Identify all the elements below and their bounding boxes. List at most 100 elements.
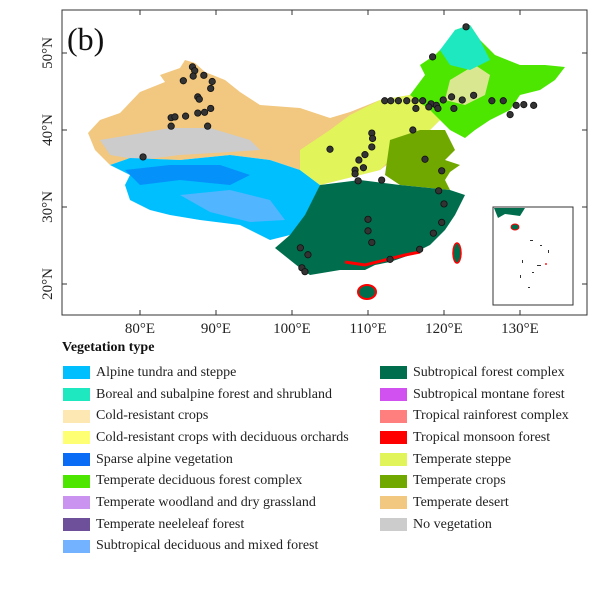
legend-swatch [380, 496, 407, 510]
site-point [421, 155, 429, 163]
legend-label: Tropical monsoon forest [413, 429, 551, 445]
legend-label: Temperate woodland and dry grassland [96, 494, 316, 510]
site-point [419, 97, 427, 105]
legend-item: Temperate crops [380, 470, 569, 492]
site-point [139, 153, 147, 161]
legend-item: Temperate deciduous forest complex [63, 470, 349, 492]
x-tick-label: 100°E [273, 321, 311, 337]
legend-item: Temperate steppe [380, 449, 569, 471]
y-axis: 50°N 40°N 30°N 20°N [40, 37, 587, 300]
legend-swatch [63, 453, 90, 467]
region-subtropical-deciduous [180, 190, 285, 222]
legend-label: Temperate deciduous forest complex [96, 473, 303, 489]
legend-item: Sparse alpine vegetation [63, 449, 349, 471]
hainan-island [357, 284, 377, 300]
inset-hainan [510, 223, 520, 231]
x-tick-label: 80°E [125, 321, 155, 337]
legend-item: Cold-resistant crops with deciduous orch… [63, 427, 349, 449]
region-boreal-forest [440, 25, 490, 70]
site-point [439, 96, 447, 104]
site-point [368, 238, 376, 247]
legend-label: Temperate crops [413, 473, 506, 489]
legend-item: Boreal and subalpine forest and shrublan… [63, 384, 349, 406]
site-point [201, 108, 209, 116]
inset-frame [492, 206, 574, 306]
legend-label: Temperate neeleleaf forest [96, 516, 245, 532]
x-axis: 80°E 90°E 100°E 110°E 120°E 130°E [125, 10, 539, 337]
site-point [182, 112, 190, 120]
legend-swatch [63, 496, 90, 510]
site-point [381, 97, 389, 105]
site-point [179, 77, 187, 85]
legend-label: Temperate steppe [413, 451, 512, 467]
vegetation-map: (b) 80°E 90°E 100°E 110°E 120°E 130°E 50°N 40°… [40, 9, 588, 337]
legend-swatch [380, 474, 407, 488]
legend-label: Alpine tundra and steppe [96, 364, 237, 380]
site-point [189, 72, 197, 80]
china-vegetation-regions [88, 25, 565, 300]
site-point [296, 244, 304, 252]
legend-right-column: Subtropical forest complex Subtropical mo… [380, 362, 569, 536]
site-point [403, 97, 411, 105]
site-point [429, 229, 437, 237]
site-point [368, 143, 376, 151]
site-point [428, 53, 437, 61]
x-tick-label: 130°E [501, 321, 539, 337]
legend-label: Subtropical forest complex [413, 364, 565, 380]
site-point [301, 268, 309, 276]
legend-item: Alpine tundra and steppe [63, 362, 349, 384]
x-tick-label: 90°E [201, 321, 231, 337]
south-china-sea-inset [492, 206, 574, 306]
site-point [378, 176, 386, 184]
legend-item: Temperate neeleleaf forest [63, 514, 349, 536]
site-point [434, 104, 442, 113]
site-point [171, 113, 179, 121]
region-cold-resistant-crops [445, 65, 490, 105]
region-no-vegetation [100, 128, 260, 160]
legend-label: No vegetation [413, 516, 492, 532]
legend-item: Subtropical montane forest [380, 384, 569, 406]
legend-swatch [380, 409, 407, 423]
inset-islands [520, 240, 549, 288]
site-point [355, 156, 363, 164]
site-point [394, 97, 402, 105]
legend-swatch [380, 431, 407, 445]
legend-item: Temperate desert [380, 492, 569, 514]
legend-label: Subtropical deciduous and mixed forest [96, 538, 319, 554]
legend-label: Tropical rainforest complex [413, 408, 569, 424]
region-tropical-monsoon [344, 250, 421, 267]
site-point [207, 84, 215, 93]
legend-label: Sparse alpine vegetation [96, 451, 233, 467]
y-tick-label: 20°N [40, 268, 56, 300]
site-point [530, 101, 538, 109]
legend-item: Temperate woodland and dry grassland [63, 492, 349, 514]
site-point [207, 104, 215, 113]
y-tick-label: 30°N [40, 191, 56, 223]
site-point [425, 103, 433, 111]
site-point [512, 101, 520, 109]
legend-item: Tropical rainforest complex [380, 405, 569, 427]
site-point [368, 134, 377, 143]
region-sparse-alpine [125, 165, 250, 185]
site-point [447, 93, 456, 101]
site-point [458, 96, 466, 104]
legend-swatch [63, 539, 90, 553]
site-point [416, 245, 424, 253]
site-point [204, 122, 212, 130]
site-point [438, 167, 446, 175]
site-points [139, 23, 538, 276]
legend-label: Temperate desert [413, 494, 509, 510]
legend-item: Subtropical forest complex [380, 362, 569, 384]
site-point [359, 164, 368, 172]
site-point [354, 177, 362, 185]
site-point [499, 97, 507, 105]
legend-swatch [63, 518, 90, 532]
site-point [450, 104, 458, 113]
legend-swatch [380, 366, 407, 380]
legend-label: Subtropical montane forest [413, 386, 565, 402]
site-point [411, 97, 419, 105]
legend-item: Subtropical deciduous and mixed forest [63, 536, 349, 558]
site-point [364, 227, 372, 235]
site-point [412, 104, 420, 113]
legend-swatch [63, 388, 90, 402]
